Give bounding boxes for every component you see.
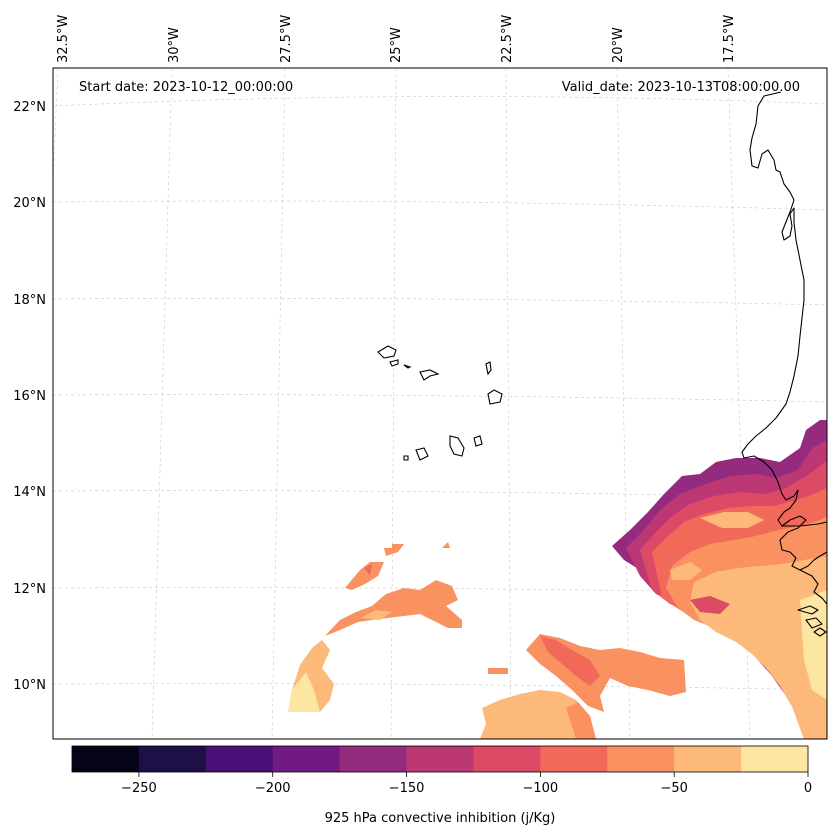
maio-island xyxy=(473,435,483,447)
cin-patch-west-4 xyxy=(364,564,372,576)
cin-patch-south-3 xyxy=(540,636,600,686)
parallel-18n xyxy=(52,297,828,306)
santiago-island xyxy=(449,435,465,457)
lon-label-17-5w: 17.5°W xyxy=(722,15,737,63)
colorbar-swatch xyxy=(607,746,675,772)
cin-patch-west-3 xyxy=(345,562,384,590)
cin-patch-mid-light xyxy=(360,610,392,620)
colorbar-swatch xyxy=(339,746,408,772)
lon-label-25w: 25°W xyxy=(389,27,404,63)
parallel-22n xyxy=(52,96,828,107)
parallel-16n xyxy=(52,394,828,403)
parallel-20n xyxy=(52,200,828,211)
colorbar-swatch xyxy=(540,746,608,772)
map-panel: Start date: 2023-10-12_00:00:00 Valid_da… xyxy=(52,67,828,740)
parallel-12n xyxy=(52,587,828,595)
colorbar-frame xyxy=(71,745,809,773)
lon-label-20w: 20°W xyxy=(611,27,626,63)
colorbar-swatches xyxy=(72,746,809,772)
cin-east-pale xyxy=(800,590,827,700)
cin-east-light-2 xyxy=(670,562,702,580)
colorbar-swatch xyxy=(272,746,341,772)
guinea-bissau-coast xyxy=(799,569,828,605)
lat-label-20n: 20°N xyxy=(13,196,46,211)
colorbar-swatch xyxy=(473,746,541,772)
valid-date-label: Valid_date: 2023-10-13T08:00:00.00 xyxy=(562,80,800,95)
colorbar-tick-label: −250 xyxy=(121,781,157,796)
meridian-32-5w xyxy=(52,67,59,181)
cin-patch-west-2 xyxy=(442,542,450,548)
meridian-20w xyxy=(616,67,631,740)
map-background xyxy=(53,68,827,739)
parallel-14n xyxy=(52,490,828,499)
lat-label-22n: 22°N xyxy=(13,100,46,115)
map-frame xyxy=(52,67,828,740)
cin-east-light-1 xyxy=(700,512,764,528)
start-date-label: Start date: 2023-10-12_00:00:00 xyxy=(79,80,293,95)
cin-patch-west-1 xyxy=(384,544,404,556)
meridian-22-5w xyxy=(505,67,512,740)
lat-label-10n: 10°N xyxy=(13,678,46,693)
colorbar-label: 925 hPa convective inhibition (j/Kg) xyxy=(325,811,556,826)
santa-luzia-island xyxy=(403,364,412,369)
cin-patch-south-4 xyxy=(480,690,596,739)
africa-coastline xyxy=(741,91,828,571)
meridian-25w xyxy=(390,67,397,740)
cin-patch-south-1 xyxy=(488,668,508,674)
lat-label-14n: 14°N xyxy=(13,485,46,500)
lat-label-16n: 16°N xyxy=(13,389,46,404)
cape-verde-islands xyxy=(377,345,503,461)
cin-east-deep xyxy=(690,596,730,614)
santo-antao-island xyxy=(377,345,397,359)
lat-label-12n: 12°N xyxy=(13,582,46,597)
gambia-river xyxy=(782,521,828,527)
sao-nicolau-island xyxy=(419,369,440,381)
lat-label-18n: 18°N xyxy=(13,293,46,308)
cin-patch-south-5 xyxy=(566,702,596,739)
boa-vista-island xyxy=(487,389,503,405)
colorbar-swatch xyxy=(674,746,742,772)
cin-patch-sw-light xyxy=(288,672,320,712)
sao-vicente-island xyxy=(389,359,399,367)
colorbar: −250 −200 −150 −100 −50 0 925 hPa convective … xyxy=(71,745,812,826)
sal-island xyxy=(485,361,492,376)
cin-patch-mid xyxy=(325,580,462,636)
fogo-island xyxy=(415,447,429,461)
lon-label-32-5w: 32.5°W xyxy=(56,15,71,63)
colorbar-tick-label: 0 xyxy=(804,781,812,796)
meridian-27-5w xyxy=(271,67,286,740)
brava-island xyxy=(403,455,409,461)
colorbar-tick-label: −200 xyxy=(255,781,291,796)
parallel-10n xyxy=(52,683,828,691)
colorbar-tick-label: −150 xyxy=(389,781,425,796)
bijagos-islands xyxy=(797,605,827,637)
colorbar-swatch xyxy=(741,746,809,772)
lon-label-30w: 30°W xyxy=(167,27,182,63)
meridian-30w xyxy=(151,67,173,740)
colorbar-tick-label: −100 xyxy=(523,781,559,796)
latitude-labels: 22°N 20°N 18°N 16°N 14°N 12°N 10°N xyxy=(13,100,46,693)
colorbar-ticks: −250 −200 −150 −100 −50 0 xyxy=(121,772,812,796)
colorbar-swatch xyxy=(205,746,274,772)
lon-label-22-5w: 22.5°W xyxy=(500,15,515,63)
colorbar-swatch xyxy=(72,746,140,772)
colorbar-swatch xyxy=(406,746,474,772)
colorbar-swatch xyxy=(138,746,207,772)
lon-label-27-5w: 27.5°W xyxy=(279,15,294,63)
longitude-labels: 32.5°W 30°W 27.5°W 25°W 22.5°W 20°W 17.5… xyxy=(56,15,737,63)
colorbar-tick-label: −50 xyxy=(660,781,687,796)
